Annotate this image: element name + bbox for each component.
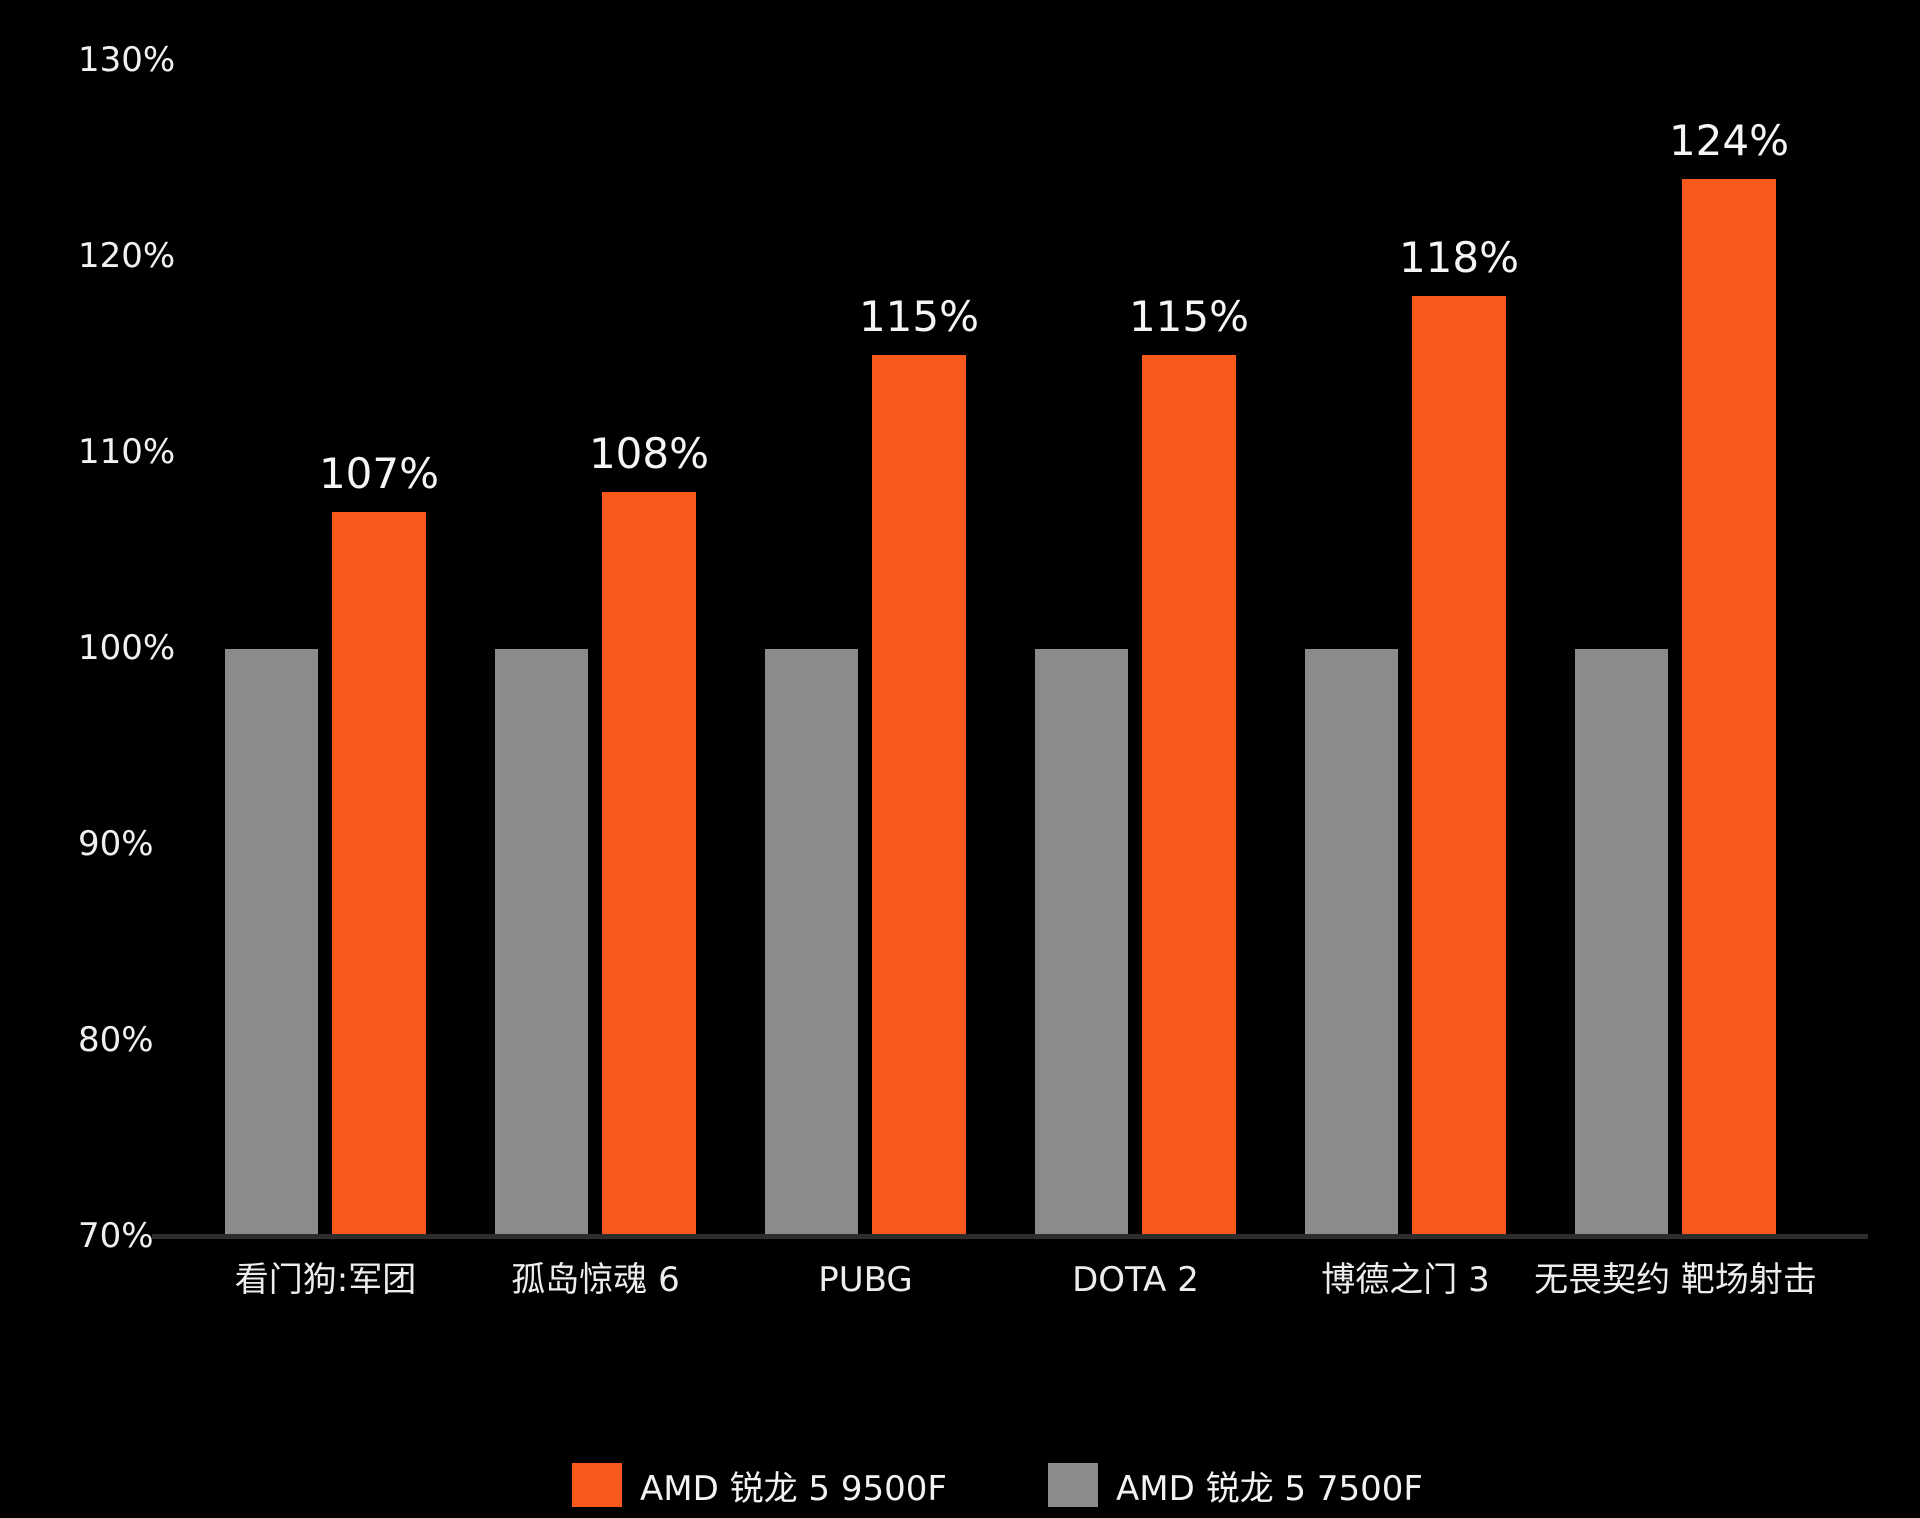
- bar-7500f-3: [765, 649, 858, 1237]
- bar-value-label: 108%: [588, 429, 710, 479]
- x-axis-line: [152, 1234, 1868, 1239]
- x-category-label: 博德之门 3: [1321, 1260, 1490, 1300]
- legend-label-ryzen5-9500f: AMD 锐龙 5 9500F: [640, 1468, 947, 1509]
- bar-7500f-1: [225, 649, 318, 1237]
- bar-9500f-3: [872, 355, 966, 1237]
- y-tick-label: 110%: [78, 432, 176, 472]
- bar-7500f-6: [1575, 649, 1668, 1237]
- y-tick-label: 90%: [78, 824, 154, 864]
- x-category-label: PUBG: [818, 1260, 913, 1300]
- x-category-label: 无畏契约 靶场射击: [1534, 1260, 1817, 1300]
- bar-value-label: 115%: [858, 292, 980, 341]
- bar-9500f-4: [1142, 355, 1236, 1237]
- bar-7500f-4: [1035, 649, 1128, 1237]
- legend-item-ryzen5-9500f: AMD 锐龙 5 9500F: [572, 1462, 947, 1509]
- y-tick-label: 100%: [78, 628, 176, 668]
- bar-7500f-2: [495, 649, 588, 1237]
- bar-9500f-5: [1412, 296, 1506, 1237]
- legend-label-ryzen5-7500f: AMD 锐龙 5 7500F: [1116, 1468, 1423, 1509]
- x-category-label: 看门狗:军团: [234, 1260, 417, 1300]
- bar-value-label: 118%: [1398, 233, 1520, 283]
- y-tick-label: 120%: [78, 236, 176, 276]
- bar-9500f-1: [332, 511, 426, 1237]
- x-category-label: DOTA 2: [1072, 1260, 1199, 1300]
- legend: AMD 锐龙 5 9500F AMD 锐龙 5 7500F: [0, 1462, 1920, 1510]
- legend-item-ryzen5-7500f: AMD 锐龙 5 7500F: [1048, 1462, 1423, 1509]
- legend-swatch-gray-icon: [1048, 1463, 1098, 1507]
- y-tick-label: 80%: [78, 1020, 154, 1060]
- bar-value-label: 124%: [1668, 115, 1790, 165]
- bar-7500f-5: [1305, 649, 1398, 1237]
- bar-9500f-2: [602, 492, 696, 1237]
- bar-value-label: 115%: [1128, 292, 1250, 341]
- legend-swatch-orange-icon: [572, 1463, 622, 1507]
- x-category-label: 孤岛惊魂 6: [511, 1260, 680, 1300]
- bar-value-label: 107%: [318, 448, 440, 498]
- y-tick-label: 130%: [78, 40, 176, 80]
- y-tick-label: 70%: [78, 1216, 154, 1256]
- bar-9500f-6: [1682, 178, 1776, 1237]
